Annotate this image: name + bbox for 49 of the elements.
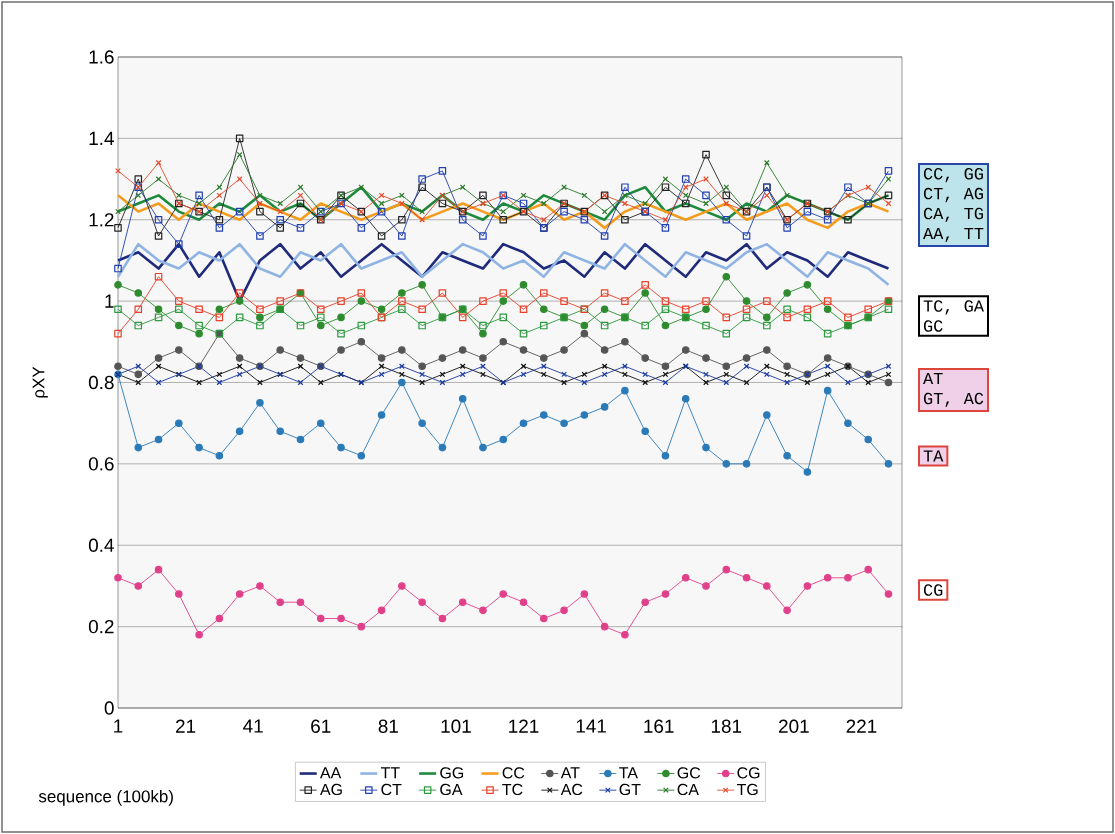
x-tick-label: 1 — [114, 719, 123, 733]
legend-label: AC — [560, 783, 583, 796]
y-tick-label: 0.8 — [88, 375, 114, 390]
text: GC — [923, 320, 943, 332]
y-tick-label: 1.2 — [89, 213, 114, 227]
x-axis-title: sequence (100kb) — [38, 789, 173, 806]
x-tick-label: 201 — [779, 719, 809, 733]
x-tick-label: 181 — [711, 719, 742, 733]
text: CC, GG — [923, 167, 983, 183]
x-tick-label: 41 — [243, 719, 263, 733]
x-tick-label: 141 — [576, 719, 606, 733]
text: AT — [923, 372, 943, 385]
y-tick-label: 0.6 — [88, 457, 114, 471]
y-tick-label: 0 — [104, 701, 114, 715]
legend-label: AA — [320, 767, 342, 779]
legend-label: TT — [380, 767, 400, 779]
legend-label: TA — [619, 767, 638, 779]
text: TA — [923, 450, 944, 462]
text: CT, AG — [923, 187, 983, 203]
legend-label: CT — [381, 783, 402, 796]
legend-label: CG — [737, 767, 760, 779]
legend-label: AG — [320, 783, 342, 796]
text: CA, TG — [923, 207, 983, 223]
legend-label: CC — [502, 767, 525, 779]
legend-label: GT — [619, 783, 641, 796]
text: CG — [923, 584, 943, 596]
legend-label: CA — [677, 783, 699, 796]
x-tick-label: 61 — [311, 719, 331, 733]
text: AA, TT — [923, 227, 984, 243]
x-tick-label: 81 — [378, 719, 398, 733]
x-tick-label: 21 — [176, 719, 196, 733]
legend-label: GG — [440, 767, 464, 779]
y-tick-label: 0.4 — [88, 538, 114, 552]
y-tick-label: 1 — [105, 294, 114, 308]
legend-label: GA — [440, 783, 463, 796]
legend-label: TC — [502, 783, 523, 796]
y-tick-label: 1.4 — [89, 131, 114, 145]
legend-label: GC — [677, 767, 701, 779]
legend-label: TG — [736, 783, 758, 796]
text: TC, GA — [923, 300, 984, 315]
y-tick-label: 0.2 — [88, 619, 114, 634]
text: GT, AC — [923, 392, 984, 408]
x-tick-label: 121 — [509, 719, 539, 733]
x-tick-label: 161 — [644, 719, 674, 733]
x-tick-label: 101 — [441, 719, 471, 733]
legend-label: AT — [560, 767, 580, 779]
y-tick-label: 1.6 — [89, 50, 114, 64]
x-tick-label: 221 — [846, 719, 877, 733]
y-axis-title: ρXY — [32, 366, 48, 398]
